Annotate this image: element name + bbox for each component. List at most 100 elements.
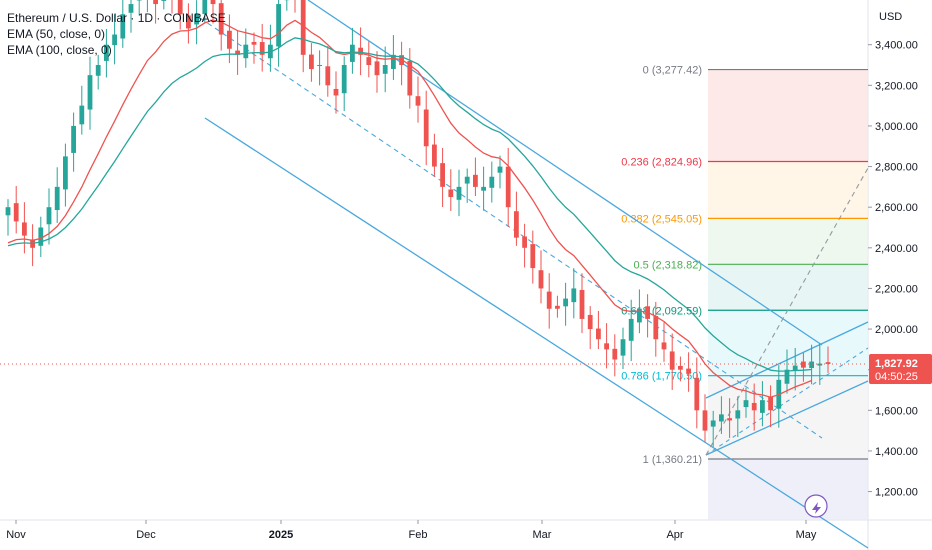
- candle-body: [497, 166, 503, 173]
- y-tick-label: 2,600.00: [875, 202, 918, 214]
- candle-body: [555, 305, 560, 309]
- projection-line: [705, 347, 869, 456]
- channel-lower-line: [204, 117, 869, 549]
- x-tick-label: Feb: [409, 529, 428, 541]
- overlays: [0, 363, 868, 518]
- fibonacci-zones: [708, 69, 868, 520]
- ema100-legend[interactable]: EMA (100, close, 0): [7, 43, 112, 57]
- candle-body: [817, 363, 823, 366]
- y-tick-label: 3,400.00: [875, 40, 918, 52]
- candle-body: [46, 207, 52, 225]
- chart-legend: Ethereum / U.S. Dollar · 1D · COINBASE E…: [7, 10, 226, 58]
- candle-body: [489, 176, 495, 188]
- fib-zone: [708, 264, 868, 311]
- candle-body: [259, 42, 265, 55]
- candle-body: [620, 339, 626, 356]
- candle-body: [153, 0, 158, 5]
- target-projection-line: [705, 167, 869, 456]
- candle-body: [54, 186, 60, 211]
- candle-body: [719, 414, 724, 422]
- candle-body: [432, 144, 437, 167]
- ema50-legend[interactable]: EMA (50, close, 0): [7, 27, 106, 41]
- candle-body: [161, 0, 167, 1]
- candle-body: [120, 14, 126, 39]
- candle-body: [202, 0, 208, 15]
- candle-body: [505, 166, 511, 208]
- fib-zone: [708, 459, 868, 520]
- candle-body: [300, 0, 306, 55]
- candle-body: [227, 30, 232, 49]
- candle-body: [686, 368, 691, 374]
- currency-label[interactable]: USD: [879, 11, 903, 23]
- candle-body: [325, 66, 331, 86]
- candle-body: [423, 109, 429, 147]
- candle-body: [653, 316, 659, 340]
- candle-body: [637, 308, 642, 323]
- candle-body: [661, 342, 667, 350]
- candle-body: [317, 65, 322, 66]
- candle-body: [481, 186, 486, 191]
- ema50-line: [7, 19, 812, 398]
- candle-body: [38, 227, 44, 246]
- price-badge-timer: 04:50:25: [875, 371, 918, 383]
- y-tick-label: 3,000.00: [875, 121, 918, 133]
- candle-body: [448, 189, 454, 198]
- candle-body: [694, 377, 700, 411]
- candle-body: [333, 88, 339, 96]
- candle-body: [63, 156, 68, 190]
- y-tick-label: 2,000.00: [875, 324, 918, 336]
- candle-body: [95, 65, 101, 76]
- fib-zone: [708, 69, 868, 162]
- channel-mid-line: [199, 17, 823, 439]
- price-axis[interactable]: 1,200.001,400.001,600.001,800.002,000.00…: [868, 40, 932, 499]
- y-tick-label: 2,400.00: [875, 243, 918, 255]
- fibonacci-lines: 0 (3,277.42) 0.236 (2,824.96) 0.382 (2,545…: [621, 65, 868, 466]
- candle-body: [596, 328, 601, 340]
- fib-label: 0.786 (1,770.50): [621, 371, 702, 383]
- x-tick-label: Nov: [6, 529, 26, 541]
- candle-body: [702, 410, 708, 431]
- symbol-title[interactable]: Ethereum / U.S. Dollar · 1D · COINBASE: [7, 11, 226, 25]
- fib-label: 1 (1,360.21): [643, 454, 702, 466]
- fib-label: 0.382 (2,545.05): [621, 213, 702, 225]
- y-tick-label: 1,200.00: [875, 487, 918, 499]
- candle-body: [194, 14, 199, 25]
- candle-body: [678, 365, 683, 370]
- candle-body: [251, 41, 257, 45]
- candle-body: [514, 211, 519, 238]
- candle-body: [464, 176, 470, 184]
- candle-body: [22, 222, 27, 236]
- fib-zone: [708, 218, 868, 265]
- candle-body: [79, 105, 85, 125]
- support-line: [705, 380, 869, 456]
- candle-body: [104, 44, 109, 61]
- candle-body: [571, 288, 577, 303]
- candle-body: [87, 75, 93, 110]
- candle-body: [587, 314, 593, 330]
- candle-body: [71, 125, 76, 153]
- candle-body: [710, 420, 716, 427]
- candle-body: [210, 0, 216, 5]
- candle-body: [407, 60, 413, 96]
- candle-body: [530, 244, 536, 269]
- fib-label: 0.5 (2,318.82): [634, 259, 703, 271]
- time-axis[interactable]: Nov Dec 2025 Feb Mar Apr May: [6, 520, 817, 541]
- candle-body: [366, 57, 372, 65]
- x-tick-label: Apr: [666, 529, 683, 541]
- fib-zone: [708, 310, 868, 376]
- x-tick-label: Dec: [136, 529, 156, 541]
- candle-body: [309, 54, 314, 70]
- y-tick-label: 2,800.00: [875, 162, 918, 174]
- candle-body: [473, 174, 478, 187]
- candle-body: [374, 61, 380, 76]
- y-tick-label: 1,400.00: [875, 446, 918, 458]
- candle-body: [341, 65, 347, 94]
- ema-lines: [7, 19, 812, 398]
- price-badge-value: 1,827.92: [875, 358, 918, 370]
- candle-body: [522, 236, 527, 248]
- candle-body: [604, 343, 609, 350]
- candle-body: [538, 270, 544, 289]
- candle-body: [5, 207, 11, 216]
- y-tick-label: 3,200.00: [875, 80, 918, 92]
